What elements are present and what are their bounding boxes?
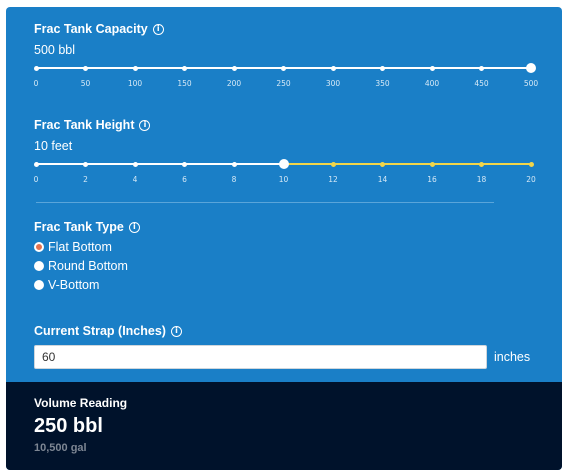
capacity-tick-label: 50 — [80, 79, 91, 88]
height-slider-thumb[interactable] — [278, 159, 289, 169]
result-value: 250 bbl — [34, 415, 103, 437]
capacity-tick-label: 100 — [127, 79, 143, 88]
height-tick-label: 8 — [231, 175, 237, 184]
result-label: Volume Reading — [34, 396, 128, 410]
capacity-tick-label: 250 — [276, 79, 291, 88]
capacity-info-icon[interactable]: i — [152, 23, 164, 35]
radio-label: V-Bottom — [48, 278, 100, 292]
radio-button[interactable] — [34, 280, 44, 290]
radio-button[interactable] — [34, 261, 44, 271]
capacity-tick-label: 450 — [474, 79, 489, 88]
radio-round-bottom[interactable]: Round Bottom — [34, 259, 128, 273]
height-info-icon[interactable]: i — [139, 119, 151, 131]
capacity-tick-label: 150 — [177, 79, 192, 88]
capacity-tick-dot — [479, 66, 484, 71]
height-tick-dot — [479, 162, 484, 167]
tank-type-info-icon[interactable]: i — [128, 221, 140, 233]
height-track-filled — [36, 163, 284, 165]
height-tick-label: 4 — [132, 175, 138, 184]
height-tick-label: 14 — [377, 175, 388, 184]
tank-type-title: Frac Tank Type i — [34, 220, 140, 234]
height-tick-dot — [528, 162, 534, 167]
height-track-remaining — [283, 163, 531, 165]
capacity-title: Frac Tank Capacity i — [34, 22, 164, 36]
capacity-title-label: Frac Tank Capacity — [34, 22, 148, 36]
height-tick-label: 6 — [182, 175, 187, 184]
capacity-tick-dot — [182, 66, 187, 71]
result-panel: Volume Reading 250 bbl 10,500 gal — [6, 382, 562, 470]
capacity-tick-label: 500 — [523, 79, 539, 88]
height-tick-dot — [33, 162, 39, 167]
height-tick-label: 12 — [328, 175, 338, 184]
strap-input[interactable] — [34, 345, 487, 369]
capacity-tick-label: 400 — [424, 79, 440, 88]
divider — [36, 202, 494, 203]
capacity-tick-dot — [380, 66, 385, 71]
height-tick-label: 20 — [526, 175, 536, 184]
height-slider[interactable]: 0 2 4 6 8 10 12 14 16 18 20 — [33, 157, 536, 184]
capacity-tick-dot — [281, 66, 286, 71]
radio-button[interactable] — [34, 242, 44, 252]
calculator-panel: Frac Tank Capacity i 500 bbl 0 50 100 150 20… — [6, 7, 562, 470]
height-tick-dot — [231, 162, 237, 167]
height-tick-dot — [429, 162, 435, 167]
capacity-tick-dot — [132, 66, 138, 71]
height-title: Frac Tank Height i — [34, 118, 151, 132]
height-tick-dot — [380, 162, 385, 167]
capacity-tick-label: 200 — [226, 79, 242, 88]
tank-type-title-label: Frac Tank Type — [34, 220, 124, 234]
radio-v-bottom[interactable]: V-Bottom — [34, 278, 99, 292]
strap-title-label: Current Strap (Inches) — [34, 324, 166, 338]
capacity-value: 500 bbl — [34, 43, 76, 57]
capacity-tick-dot — [429, 66, 435, 71]
capacity-tick-dot — [330, 66, 336, 71]
height-tick-label: 2 — [83, 175, 88, 184]
capacity-slider[interactable]: 0 50 100 150 200 250 300 350 400 450 500 — [33, 61, 538, 88]
capacity-tick-dot — [33, 66, 39, 71]
capacity-tick-label: 300 — [325, 79, 341, 88]
strap-title: Current Strap (Inches) i — [34, 324, 182, 338]
capacity-tick-label: 350 — [375, 79, 390, 88]
height-tick-label: 16 — [427, 175, 437, 184]
radio-label: Flat Bottom — [48, 240, 112, 254]
capacity-tick-dot — [83, 66, 88, 71]
capacity-tick-dot — [231, 66, 237, 71]
capacity-slider-thumb[interactable] — [526, 63, 536, 73]
height-tick-dot — [330, 162, 336, 167]
height-tick-label: 10 — [278, 175, 289, 184]
result-secondary: 10,500 gal — [34, 442, 87, 454]
capacity-tick-label: 0 — [33, 79, 39, 88]
height-tick-label: 18 — [476, 175, 487, 184]
height-value: 10 feet — [34, 139, 73, 153]
height-tick-dot — [182, 162, 187, 167]
height-tick-label: 0 — [33, 175, 39, 184]
strap-info-icon[interactable]: i — [170, 325, 182, 337]
height-tick-dot — [83, 162, 88, 167]
height-tick-dot — [132, 162, 138, 167]
radio-flat-bottom[interactable]: Flat Bottom — [34, 240, 112, 254]
radio-label: Round Bottom — [48, 259, 128, 273]
strap-units: inches — [494, 350, 531, 364]
height-title-label: Frac Tank Height — [34, 118, 135, 132]
